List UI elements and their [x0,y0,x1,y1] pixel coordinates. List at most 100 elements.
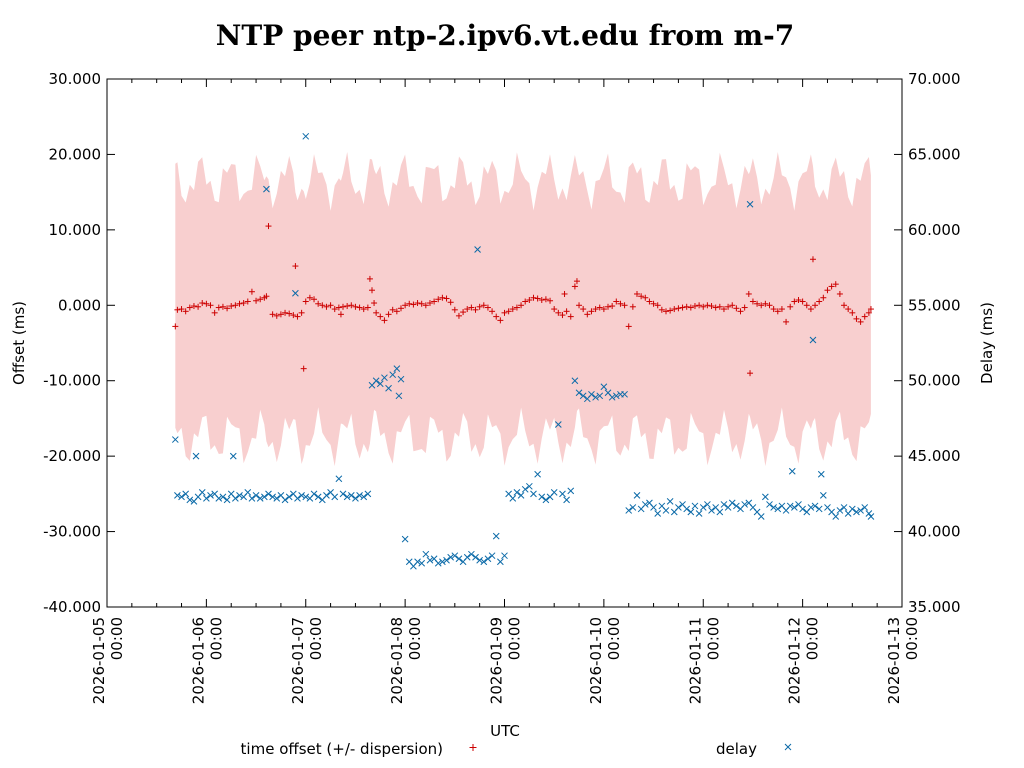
legend-marker-delay [784,743,792,751]
offset-point [646,298,653,305]
y-right-tick-label: 55.000 [908,296,961,314]
delay-point [171,436,179,443]
delay-point [447,553,455,561]
offset-point [232,302,239,309]
offset-point [439,294,446,301]
y-left-tick-label: 30.000 [49,70,102,88]
delay-point [314,493,322,501]
offset-point [468,304,475,311]
offset-point [865,309,872,316]
offset-point [484,304,491,311]
delay-point [393,365,401,372]
offset-point [207,302,214,309]
offset-point [337,311,344,318]
offset-point [691,303,698,310]
delay-point [809,336,817,344]
delay-point [633,492,641,499]
delay-point [517,492,525,499]
offset-point [758,302,765,309]
delay-point [819,492,827,499]
y-left-tick-label: -30.000 [43,523,101,541]
delay-point [654,510,662,517]
offset-point [857,318,864,325]
offset-point [824,287,831,294]
delay-point [480,558,488,566]
offset-point [174,306,181,313]
delay-point [501,552,508,560]
offset-point [725,303,732,310]
delay-point [443,556,450,564]
delay-point [865,510,873,517]
x-tick-time: 00:00 [903,617,921,660]
delay-point [786,502,794,510]
offset-point [861,313,868,320]
delay-point [733,502,740,510]
delay-point [192,452,200,460]
offset-point [812,302,819,309]
offset-point [783,318,790,325]
x-tick-label: 2026-01-07 00:00 [289,617,325,704]
offset-point [190,303,197,310]
offset-point [215,304,222,311]
offset-point [867,306,874,313]
x-tick-date: 2026-01-05 [90,617,108,704]
offset-point [263,293,270,300]
offset-point [340,303,347,310]
delay-point [395,392,403,400]
offset-point [300,365,307,372]
offset-point [460,309,467,316]
offset-point [795,297,802,304]
offset-point [422,302,429,309]
offset-point [476,303,483,310]
delay-point [352,495,359,502]
offset-point [745,290,752,297]
offset-point [853,315,860,322]
x-tick-label: 2026-01-06 00:00 [189,617,225,704]
offset-point [182,308,189,315]
delay-point [474,246,481,253]
offset-point [501,309,508,316]
offset-point [472,306,479,313]
offset-point [642,294,649,301]
delay-point [571,377,579,385]
delay-point [476,556,484,564]
points-layer [171,132,875,570]
offset-point [696,302,703,309]
y-left-tick-label: -20.000 [43,447,101,465]
x-tick-date: 2026-01-08 [388,617,406,704]
offset-point [573,278,580,285]
offset-point [203,300,210,307]
offset-point [219,303,226,310]
delay-point [434,559,442,567]
legend: time offset (+/- dispersion) delay [241,740,792,758]
delay-point [269,493,276,501]
x-tick-label: 2026-01-05 00:00 [90,617,126,704]
offset-point [443,295,450,302]
offset-point [244,298,251,305]
offset-point [356,304,363,311]
offset-point [464,306,471,313]
delay-point [708,507,715,514]
delay-point [666,498,674,505]
delay-point [625,507,633,514]
delay-point [215,495,223,502]
offset-point [729,302,736,309]
delay-point [339,490,347,498]
delay-point [650,504,657,511]
delay-point [687,508,695,516]
offset-point [671,306,678,313]
offset-point [845,306,852,313]
offset-point [253,297,260,304]
offset-point [809,256,816,263]
offset-point [344,303,351,310]
offset-point [747,370,754,377]
offset-point [836,290,843,297]
delay-point [463,553,471,561]
offset-point [791,298,798,305]
offset-point [302,298,309,305]
y-left-tick-label: 10.000 [49,221,102,239]
delay-point [343,493,351,501]
delay-point [198,488,206,496]
x-axis-label: UTC [490,722,520,740]
offset-point [530,294,537,301]
